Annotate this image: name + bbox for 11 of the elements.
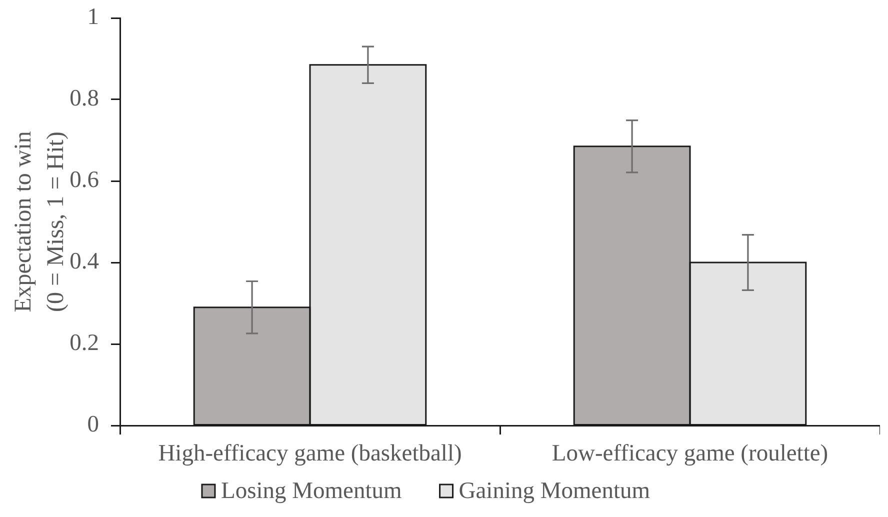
y-axis-title: Expectation to win (0 = Miss, 1 = Hit) <box>10 131 69 312</box>
y-tick-label: 1 <box>87 4 99 30</box>
y-tick-label: 0.6 <box>70 167 100 194</box>
x-tick-label: Low-efficacy game (roulette) <box>552 440 828 466</box>
y-tick-label: 0.4 <box>70 248 100 275</box>
legend-label: Losing Momentum <box>220 478 402 504</box>
legend-label: Gaining Momentum <box>458 478 650 504</box>
y-tick-label: 0.8 <box>70 86 99 112</box>
y-tick-label: 0 <box>87 412 99 438</box>
y-tick-label: 0.2 <box>70 330 99 356</box>
x-tick-label: High-efficacy game (basketball) <box>158 440 462 466</box>
